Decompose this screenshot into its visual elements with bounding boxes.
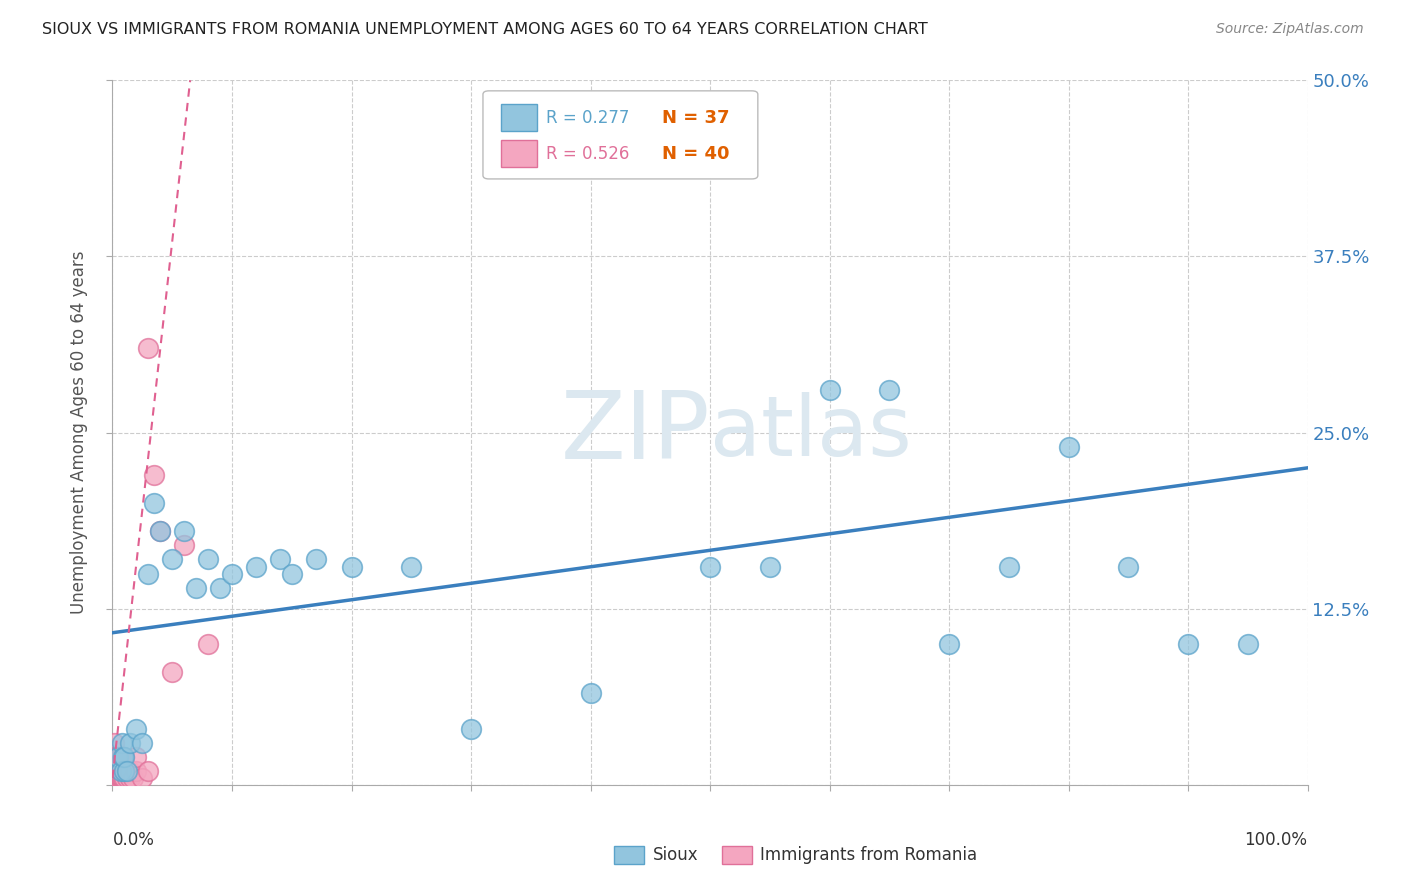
Point: [143, 467, 166, 482]
Text: Sioux: Sioux: [652, 846, 699, 863]
Y-axis label: Unemployment Among Ages 60 to 64 years: Unemployment Among Ages 60 to 64 years: [70, 251, 89, 615]
FancyBboxPatch shape: [501, 104, 537, 131]
Point: [115, 771, 138, 785]
Point: [1057, 440, 1080, 454]
Point: [110, 771, 132, 785]
Point: [105, 771, 128, 785]
Point: [281, 566, 304, 581]
Point: [107, 749, 129, 764]
Text: R = 0.526: R = 0.526: [547, 145, 630, 162]
Point: [125, 749, 148, 764]
Point: [104, 749, 127, 764]
Point: [112, 749, 135, 764]
Point: [110, 756, 132, 771]
Text: N = 40: N = 40: [662, 145, 730, 162]
Point: [173, 538, 195, 552]
Point: [107, 749, 129, 764]
Point: [138, 341, 160, 355]
Point: [114, 764, 135, 778]
Point: [197, 637, 219, 651]
FancyBboxPatch shape: [501, 140, 537, 167]
Point: [112, 771, 135, 785]
Point: [699, 559, 721, 574]
Text: atlas: atlas: [710, 392, 911, 473]
Point: [245, 559, 267, 574]
Point: [131, 771, 153, 785]
Point: [111, 771, 134, 785]
Point: [115, 764, 138, 778]
Point: [998, 559, 1021, 574]
Point: [110, 764, 132, 778]
Point: [103, 771, 125, 785]
Point: [103, 736, 125, 750]
Point: [108, 749, 131, 764]
Point: [1177, 637, 1199, 651]
Point: [138, 566, 160, 581]
FancyBboxPatch shape: [723, 847, 752, 863]
Point: [121, 771, 143, 785]
Point: [138, 764, 160, 778]
Point: [340, 559, 363, 574]
Point: [197, 552, 219, 566]
Point: [103, 749, 125, 764]
FancyBboxPatch shape: [614, 847, 644, 863]
Point: [114, 764, 135, 778]
Point: [938, 637, 960, 651]
Text: R = 0.277: R = 0.277: [547, 109, 630, 127]
Point: [221, 566, 243, 581]
Point: [818, 384, 841, 398]
Point: [120, 736, 142, 750]
Point: [107, 771, 129, 785]
Point: [162, 552, 183, 566]
Point: [149, 524, 172, 539]
Point: [120, 764, 142, 778]
Point: [111, 749, 134, 764]
Text: Immigrants from Romania: Immigrants from Romania: [761, 846, 977, 863]
Point: [114, 749, 135, 764]
Point: [105, 764, 128, 778]
Point: [105, 764, 128, 778]
Text: 100.0%: 100.0%: [1244, 830, 1308, 849]
Point: [120, 771, 142, 785]
Text: N = 37: N = 37: [662, 109, 730, 127]
Point: [579, 686, 602, 700]
Point: [104, 764, 127, 778]
Point: [108, 771, 131, 785]
Point: [209, 581, 232, 595]
Point: [125, 764, 148, 778]
Point: [114, 771, 135, 785]
Point: [104, 771, 127, 785]
FancyBboxPatch shape: [484, 91, 758, 179]
Point: [879, 384, 901, 398]
Text: ZIP: ZIP: [561, 386, 710, 479]
Point: [401, 559, 423, 574]
Point: [305, 552, 328, 566]
Point: [1237, 637, 1260, 651]
Point: [117, 764, 139, 778]
Point: [105, 749, 128, 764]
Point: [460, 722, 482, 736]
Point: [107, 766, 129, 780]
Point: [105, 771, 128, 785]
Point: [173, 524, 195, 539]
Point: [103, 764, 125, 778]
Point: [143, 496, 166, 510]
Point: [125, 722, 148, 736]
Point: [162, 665, 183, 680]
Point: [111, 736, 134, 750]
Point: [186, 581, 208, 595]
Point: [131, 736, 153, 750]
Text: 0.0%: 0.0%: [112, 830, 155, 849]
Point: [1118, 559, 1140, 574]
Text: SIOUX VS IMMIGRANTS FROM ROMANIA UNEMPLOYMENT AMONG AGES 60 TO 64 YEARS CORRELAT: SIOUX VS IMMIGRANTS FROM ROMANIA UNEMPLO…: [42, 22, 928, 37]
Text: Source: ZipAtlas.com: Source: ZipAtlas.com: [1216, 22, 1364, 37]
Point: [149, 524, 172, 539]
Point: [759, 559, 782, 574]
Point: [269, 552, 291, 566]
Point: [114, 749, 135, 764]
